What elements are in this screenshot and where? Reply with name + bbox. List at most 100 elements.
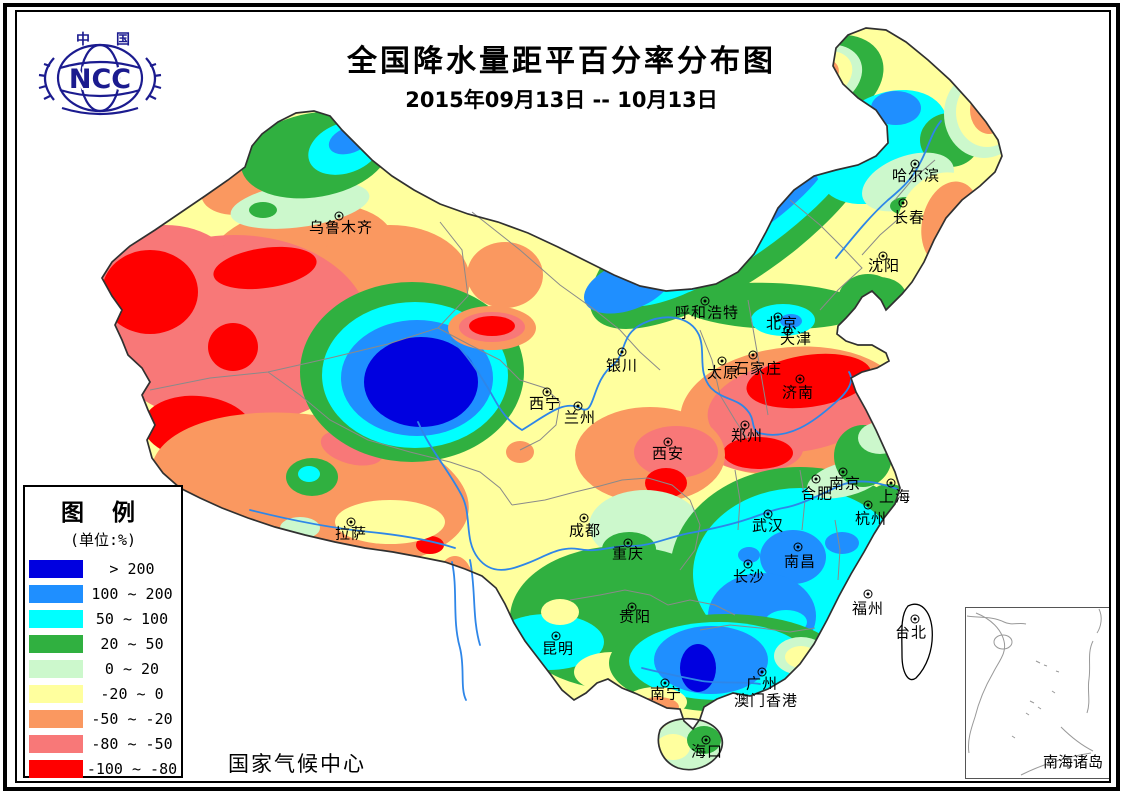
legend-row: 0 ~ 20 [25, 656, 181, 681]
ncc-logo: 中国 NCC [38, 31, 162, 116]
inset-label: 南海诸岛 [1042, 753, 1103, 771]
logo-cn-text: 中国 [76, 31, 156, 48]
city-label: 济南 [781, 383, 815, 402]
coastline [101, 27, 1003, 771]
city-marker-icon [811, 474, 821, 484]
city-marker-icon [863, 589, 873, 599]
city-marker-icon [763, 509, 773, 519]
city-label: 沈阳 [867, 256, 901, 275]
city-label: 杭州 [854, 509, 888, 528]
city-label: 西安 [651, 444, 685, 463]
city-marker-icon [663, 437, 673, 447]
legend-range-label: -100 ~ -80 [86, 759, 178, 778]
legend-row: -20 ~ 0 [25, 681, 181, 706]
city-marker-icon [748, 350, 758, 360]
footer-org-name: 国家气候中心 [228, 752, 366, 776]
city-marker-icon [717, 356, 727, 366]
legend-range-label: 20 ~ 50 [100, 634, 164, 653]
legend-row: -80 ~ -50 [25, 731, 181, 756]
city-marker-icon [573, 401, 583, 411]
city-label: 呼和浩特 [674, 303, 740, 322]
south-china-sea-inset-map: 南海诸岛 [965, 607, 1110, 779]
city-label: 贵阳 [618, 607, 652, 626]
legend-range-label: -80 ~ -50 [91, 734, 173, 753]
city-label: 南昌 [783, 552, 817, 571]
city-marker-icon [793, 542, 803, 552]
legend-title: 图 例 [60, 500, 145, 526]
date-range-subtitle: 2015年09月13日 -- 10月13日 [405, 88, 718, 112]
city-label: 昆明 [541, 639, 575, 658]
city-label: 台北 [894, 623, 928, 642]
legend-color-swatch [29, 559, 83, 578]
legend-rows: > 200 100 ~ 200 50 ~ 100 20 ~ 50 0 ~ 20 -20 ~… [25, 556, 181, 781]
taiwan-island [901, 603, 933, 681]
legend-range-label: 0 ~ 20 [104, 659, 160, 678]
inset-coastlines [966, 608, 1102, 776]
city-label: 成都 [568, 521, 602, 540]
city-label: 长沙 [732, 567, 766, 586]
city-marker-icon [660, 678, 670, 688]
legend-row: > 200 [25, 556, 181, 581]
legend-color-swatch [29, 659, 83, 678]
city-label: 乌鲁木齐 [308, 218, 374, 237]
legend-color-swatch [29, 609, 83, 628]
legend-color-swatch [29, 759, 83, 778]
city-label: 澳门香港 [733, 691, 799, 710]
city-marker-icon [795, 374, 805, 384]
city-label: 太原 [706, 363, 740, 382]
city-label: 长春 [892, 208, 926, 227]
city-marker-icon [617, 347, 627, 357]
city-label: 重庆 [611, 544, 645, 563]
legend-row: 100 ~ 200 [25, 581, 181, 606]
city-label: 银川 [605, 356, 639, 375]
city-marker-icon [898, 198, 908, 208]
legend-row: -50 ~ -20 [25, 706, 181, 731]
city-marker-icon [551, 631, 561, 641]
city-label: 西宁 [528, 394, 562, 413]
legend-range-label: -20 ~ 0 [100, 684, 164, 703]
city-marker-icon [740, 420, 750, 430]
city-marker-icon [700, 296, 710, 306]
city-marker-icon [838, 467, 848, 477]
city-marker-icon [886, 478, 896, 488]
city-label: 哈尔滨 [891, 166, 941, 185]
legend-range-label: -50 ~ -20 [91, 709, 173, 728]
city-label: 天津 [779, 329, 813, 348]
city-marker-icon [863, 500, 873, 510]
legend-range-label: > 200 [109, 559, 155, 578]
city-marker-icon [334, 211, 344, 221]
city-label: 南京 [828, 474, 862, 493]
legend-color-swatch [29, 734, 83, 753]
city-marker-icon [773, 312, 783, 322]
city-marker-icon [701, 735, 711, 745]
city-marker-icon [783, 326, 793, 336]
city-marker-icon [910, 614, 920, 624]
legend-color-swatch [29, 584, 83, 603]
city-marker-icon [878, 251, 888, 261]
city-label: 石家庄 [733, 359, 783, 378]
legend-color-swatch [29, 684, 83, 703]
city-marker-icon [743, 559, 753, 569]
city-label: 武汉 [751, 516, 785, 535]
city-marker-icon [542, 387, 552, 397]
city-label: 拉萨 [334, 524, 368, 543]
legend-range-label: 50 ~ 100 [95, 609, 169, 628]
city-label: 广州 [745, 674, 779, 693]
city-marker-icon [623, 538, 633, 548]
legend-color-swatch [29, 634, 83, 653]
city-label: 福州 [851, 599, 885, 618]
legend-color-swatch [29, 709, 83, 728]
city-marker-icon [579, 513, 589, 523]
legend-row: 20 ~ 50 [25, 631, 181, 656]
city-label: 海口 [690, 742, 724, 761]
legend-row: 50 ~ 100 [25, 606, 181, 631]
legend-row: -100 ~ -80 [25, 756, 181, 781]
city-marker-icon [627, 602, 637, 612]
city-label: 上海 [878, 487, 912, 506]
city-label: 南宁 [649, 684, 683, 703]
city-marker-icon [910, 159, 920, 169]
province-borders [149, 159, 936, 633]
legend-range-label: 100 ~ 200 [91, 584, 173, 603]
